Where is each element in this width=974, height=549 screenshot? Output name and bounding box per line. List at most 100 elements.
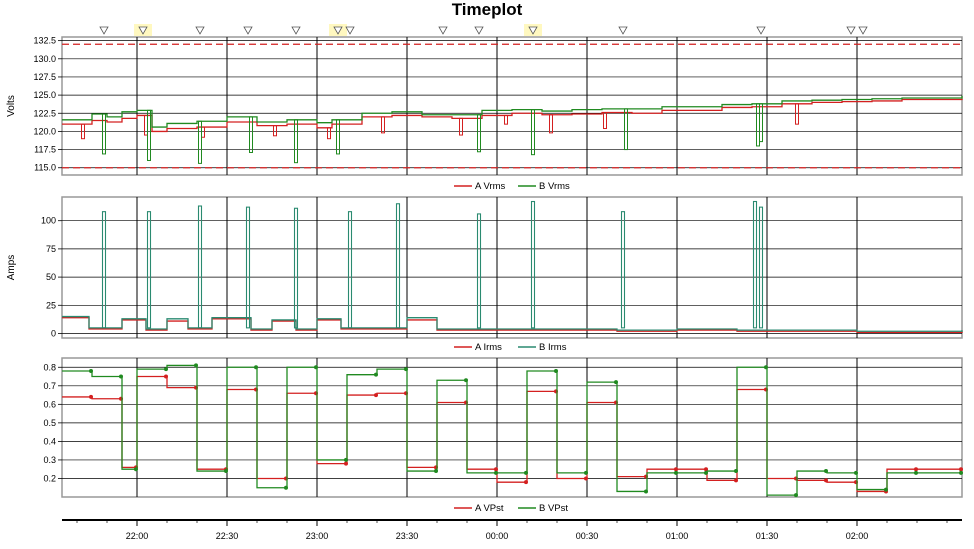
data-point bbox=[824, 469, 828, 474]
data-point bbox=[554, 368, 558, 373]
y-tick-label: 50 bbox=[46, 272, 56, 282]
legend: A Irms B Irms bbox=[454, 342, 567, 353]
data-point bbox=[164, 367, 168, 372]
data-point bbox=[584, 476, 588, 481]
y-tick-label: 0.7 bbox=[43, 381, 56, 391]
data-point bbox=[374, 372, 378, 377]
x-tick-label: 00:30 bbox=[576, 531, 599, 541]
y-tick-label: 0.4 bbox=[43, 436, 56, 446]
series-line-b-irms bbox=[62, 315, 963, 332]
spike-mark bbox=[620, 211, 626, 329]
chart-title: Timeplot bbox=[451, 0, 523, 19]
data-point bbox=[524, 470, 528, 475]
data-point bbox=[374, 393, 378, 398]
y-tick-label: 125.0 bbox=[33, 90, 56, 100]
event-marker-triangle bbox=[195, 26, 205, 35]
data-point bbox=[674, 470, 678, 475]
y-tick-label: 25 bbox=[46, 300, 56, 310]
data-point bbox=[119, 374, 123, 379]
data-point bbox=[704, 470, 708, 475]
y-tick-label: 115.0 bbox=[34, 163, 56, 173]
data-point bbox=[224, 469, 228, 474]
y-tick-label: 0.2 bbox=[43, 473, 56, 483]
data-point bbox=[194, 363, 198, 368]
y-tick-label: 117.5 bbox=[34, 145, 56, 155]
dip-mark bbox=[504, 114, 508, 125]
spike-mark bbox=[476, 213, 482, 329]
data-point bbox=[494, 470, 498, 475]
event-marker-triangle bbox=[618, 26, 628, 35]
legend: A VPst B VPst bbox=[454, 503, 568, 514]
y-tick-label: 0.8 bbox=[43, 362, 56, 372]
data-point bbox=[764, 365, 768, 370]
x-tick-label: 02:00 bbox=[846, 531, 869, 541]
y-tick-label: 0.5 bbox=[43, 418, 56, 428]
x-tick-label: 22:30 bbox=[216, 531, 239, 541]
data-point bbox=[734, 469, 738, 474]
data-point bbox=[344, 457, 348, 462]
dip-mark bbox=[294, 119, 298, 164]
spike-mark bbox=[758, 206, 764, 329]
x-tick-label: 00:00 bbox=[486, 531, 509, 541]
chart-panel-3: 0.2 0.3 0.4 0.5 0.6 0.7 0.8 A VPst B VPst bbox=[43, 357, 963, 514]
data-point bbox=[344, 461, 348, 466]
event-marker-triangle bbox=[291, 26, 301, 35]
x-tick-label: 23:30 bbox=[396, 531, 419, 541]
dip-mark bbox=[198, 120, 202, 164]
series-line-b-vrms bbox=[62, 95, 963, 128]
spike-mark bbox=[293, 207, 299, 329]
series-line-a-vrms bbox=[62, 98, 963, 133]
data-point bbox=[89, 394, 93, 399]
x-tick-label: 01:30 bbox=[756, 531, 779, 541]
data-point bbox=[734, 478, 738, 483]
dip-mark bbox=[147, 109, 151, 161]
data-point bbox=[464, 378, 468, 383]
event-marker-triangle bbox=[138, 26, 148, 35]
chart-panel-1: 115.0 117.5 120.0 122.5 125.0 127.5 130.0 132.5… bbox=[6, 36, 963, 192]
y-axis-label: Volts bbox=[6, 95, 17, 117]
x-axis: 22:00 22:30 23:00 23:30 00:00 00:30 01:00 01:30… bbox=[62, 519, 962, 541]
plot-area bbox=[61, 357, 963, 498]
spike-mark bbox=[146, 211, 152, 329]
event-marker-triangle bbox=[345, 26, 355, 35]
data-point bbox=[434, 469, 438, 474]
spike-mark bbox=[395, 203, 401, 329]
y-tick-label: 0.3 bbox=[43, 455, 56, 465]
dip-mark bbox=[102, 113, 106, 155]
data-point bbox=[254, 365, 258, 370]
data-point bbox=[524, 480, 528, 485]
event-marker-triangle bbox=[474, 26, 484, 35]
plot-area bbox=[61, 36, 963, 176]
event-marker-triangle bbox=[858, 26, 868, 35]
spike-mark bbox=[101, 211, 107, 329]
data-point bbox=[959, 470, 963, 475]
dip-mark bbox=[531, 109, 535, 156]
legend-label-b: B VPst bbox=[539, 503, 568, 514]
event-marker-row bbox=[99, 24, 868, 36]
x-tick-label: 23:00 bbox=[306, 531, 329, 541]
data-point bbox=[794, 493, 798, 498]
dip-mark bbox=[459, 117, 463, 136]
y-tick-label: 130.0 bbox=[33, 54, 56, 64]
dip-mark bbox=[624, 108, 628, 151]
data-point bbox=[854, 470, 858, 475]
legend: A Vrms B Vrms bbox=[454, 181, 570, 192]
data-point bbox=[584, 470, 588, 475]
spike-mark bbox=[752, 200, 758, 329]
x-tick-label: 22:00 bbox=[126, 531, 149, 541]
legend-label-a: A Vrms bbox=[475, 181, 506, 192]
data-point bbox=[959, 467, 963, 472]
data-point bbox=[134, 467, 138, 472]
dip-mark bbox=[759, 103, 763, 143]
spike-mark bbox=[245, 206, 251, 329]
y-tick-label: 122.5 bbox=[33, 108, 56, 118]
y-tick-label: 0 bbox=[51, 328, 56, 338]
dip-mark bbox=[81, 123, 85, 140]
legend-label-a: A Irms bbox=[475, 342, 502, 353]
dip-mark bbox=[273, 125, 277, 137]
data-point bbox=[644, 489, 648, 494]
y-tick-label: 100 bbox=[41, 216, 56, 226]
legend-label-a: A VPst bbox=[475, 503, 504, 514]
event-marker-triangle bbox=[846, 26, 856, 35]
